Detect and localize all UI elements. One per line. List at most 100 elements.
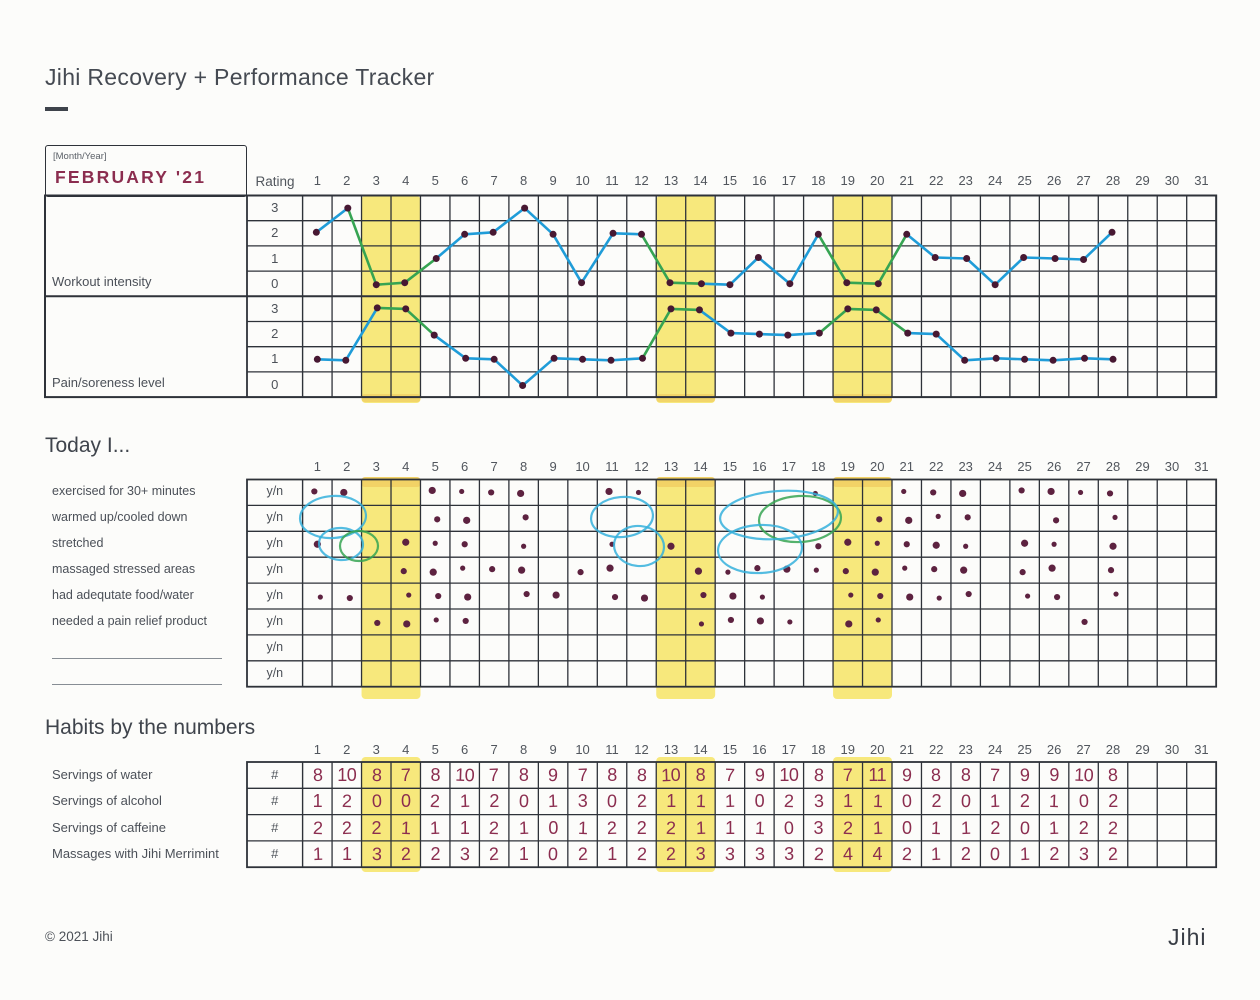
today-mark-dot <box>517 489 525 498</box>
chart-data-dot <box>1051 255 1059 262</box>
habit-value: 3 <box>813 791 824 812</box>
yn-cell-label: y/n <box>266 536 284 551</box>
habit-value: 7 <box>842 764 853 786</box>
chart-line-segment <box>670 307 700 312</box>
chart-line-segment <box>1082 231 1113 261</box>
chart-data-dot <box>872 306 880 314</box>
chart-line-segment <box>554 357 583 361</box>
chart-line-segment <box>1024 358 1054 362</box>
day-header-today: 25 <box>1017 459 1032 474</box>
today-blank-row-line <box>52 683 222 685</box>
chart-data-dot <box>521 204 529 212</box>
chart-data-dot <box>489 228 497 236</box>
chart-data-dot <box>784 331 792 339</box>
habit-value: 2 <box>842 817 853 838</box>
habit-value: 1 <box>695 817 706 838</box>
chart-line-segment <box>817 233 848 284</box>
habit-value: 0 <box>371 791 382 812</box>
today-mark-dot <box>759 594 765 600</box>
today-mark-dot <box>936 595 942 601</box>
habit-row-label: Servings of alcohol <box>52 793 162 809</box>
today-mark-dot <box>400 568 407 575</box>
chart-data-dot <box>727 329 735 337</box>
today-mark-dot <box>518 566 526 574</box>
today-mark-dot <box>464 593 472 601</box>
day-header-chart: 18 <box>811 173 826 188</box>
yn-cell-label: y/n <box>266 510 284 525</box>
habit-value: 7 <box>577 764 588 786</box>
today-mark-dot <box>1109 542 1117 550</box>
habit-value: 9 <box>547 764 559 786</box>
chart-line-segment <box>1055 257 1084 261</box>
habit-value: 1 <box>695 791 706 812</box>
chart-line-segment <box>964 357 997 362</box>
chart-data-dot <box>755 330 763 338</box>
day-header-today: 31 <box>1194 459 1209 474</box>
today-mark-dot <box>931 566 938 573</box>
today-mark-dot <box>1106 490 1114 497</box>
day-header-today: 27 <box>1076 459 1091 474</box>
habit-value: 8 <box>813 764 824 786</box>
day-header-habits: 16 <box>752 742 767 757</box>
habit-value: 10 <box>337 765 357 785</box>
day-header-today: 18 <box>811 459 826 474</box>
chart-data-dot <box>402 305 410 313</box>
today-mark-dot <box>606 564 614 572</box>
day-header-chart: 19 <box>840 173 856 188</box>
day-header-habits: 29 <box>1135 742 1150 757</box>
pen-circle-annotation <box>298 494 368 540</box>
chart-line-segment <box>757 256 791 285</box>
day-header-today: 26 <box>1046 459 1062 474</box>
chart-line-segment <box>551 233 583 284</box>
chart-line-segment <box>994 256 1025 286</box>
day-header-today: 12 <box>634 459 649 474</box>
chart-data-dot <box>931 254 939 261</box>
month-year-box: [Month/Year] FEBRUARY '21 <box>45 145 247 197</box>
day-header-chart: 11 <box>605 173 619 188</box>
habit-value: 2 <box>577 843 588 865</box>
habit-value: 0 <box>606 791 618 812</box>
habit-value: 3 <box>695 843 706 864</box>
rating-column-header: Rating <box>255 174 295 189</box>
footer-copyright: © 2021 Jihi <box>45 929 113 944</box>
chart-line-segment <box>521 357 555 387</box>
today-mark-dot <box>815 543 822 550</box>
day-header-chart: 2 <box>343 173 351 188</box>
day-header-habits: 7 <box>490 742 498 757</box>
today-mark-dot <box>1081 618 1088 626</box>
rating-scale-value: 3 <box>271 300 279 316</box>
chart-data-dot <box>372 281 380 289</box>
chart-data-dot <box>844 305 852 313</box>
today-mark-dot <box>959 489 967 498</box>
today-mark-dot <box>605 487 613 496</box>
chart-line-segment <box>1023 256 1056 260</box>
chart-data-dot <box>638 230 646 238</box>
chart-data-dot <box>313 355 321 363</box>
habit-value: 1 <box>312 791 323 812</box>
brand-logo: Jihi <box>1168 924 1207 950</box>
day-header-chart: 23 <box>958 173 973 188</box>
today-mark-dot <box>374 619 381 627</box>
today-mark-dot <box>813 567 819 573</box>
today-mark-dot <box>1051 541 1057 547</box>
day-header-today: 10 <box>575 459 590 474</box>
today-mark-dot <box>1112 514 1118 520</box>
chart-line-segment <box>465 357 495 361</box>
chart-line-segment <box>965 257 997 286</box>
day-header-chart: 26 <box>1046 173 1062 188</box>
today-mark-dot <box>1019 569 1026 576</box>
day-header-chart: 14 <box>693 173 708 188</box>
habit-value: 2 <box>665 843 677 865</box>
today-mark-dot <box>463 516 471 524</box>
chart-line-segment <box>1053 357 1085 362</box>
day-header-today: 6 <box>461 459 469 474</box>
day-header-habits: 22 <box>928 742 944 757</box>
habit-value: 7 <box>400 764 411 786</box>
habit-value: 1 <box>931 817 942 838</box>
today-mark-dot <box>346 594 353 602</box>
habit-value: 8 <box>371 764 382 786</box>
habit-value: 4 <box>872 843 882 864</box>
pen-circle-annotation <box>612 524 666 568</box>
habit-value: 1 <box>754 817 765 838</box>
chart-data-dot <box>874 280 882 288</box>
